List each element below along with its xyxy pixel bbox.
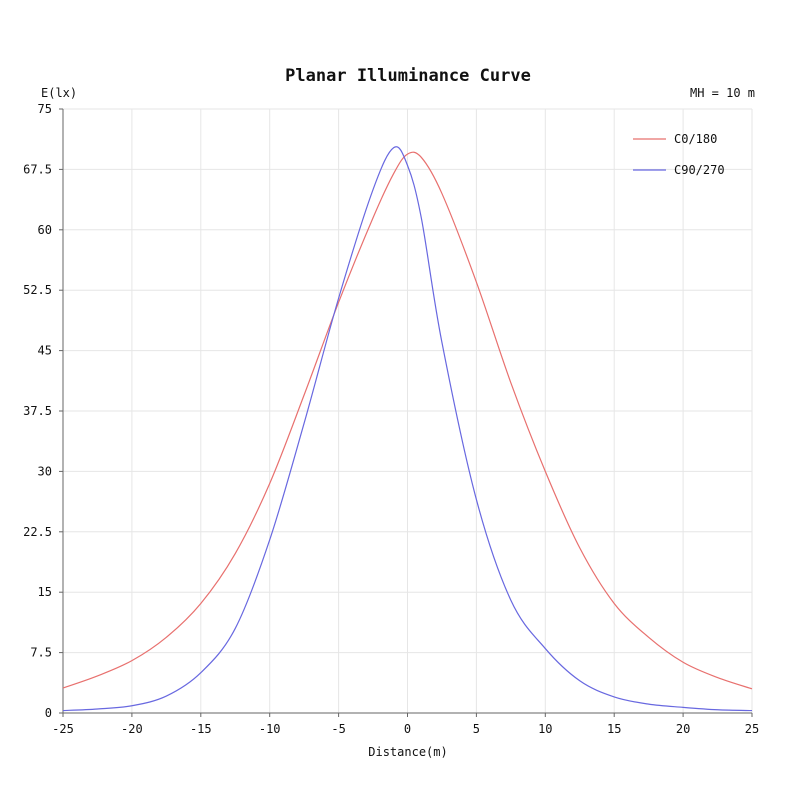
- legend-label-c90-270: C90/270: [674, 163, 725, 177]
- y-tick-label: 52.5: [23, 283, 52, 297]
- x-tick-labels: -25 -20 -15 -10 -5 0 5 10 15 20 25: [52, 722, 759, 736]
- x-tick-label: 15: [607, 722, 621, 736]
- grid-lines: [62, 108, 753, 714]
- y-axis-label: E(lx): [41, 86, 77, 100]
- y-tick-labels: 0 7.5 15 22.5 30 37.5 45 52.5 60 67.5 75: [23, 102, 52, 720]
- series-lines: [62, 146, 753, 712]
- chart-title: Planar Illuminance Curve: [285, 66, 531, 86]
- x-tick-label: 5: [473, 722, 480, 736]
- y-tick-label: 75: [38, 102, 52, 116]
- y-tick-label: 22.5: [23, 525, 52, 539]
- y-tick-label: 37.5: [23, 404, 52, 418]
- y-tick-label: 0: [45, 706, 52, 720]
- y-tick-label: 7.5: [30, 646, 52, 660]
- x-tick-label: -20: [121, 722, 143, 736]
- x-tick-label: 10: [538, 722, 552, 736]
- x-axis-label: Distance(m): [368, 745, 447, 759]
- x-tick-label: -5: [331, 722, 345, 736]
- y-tick-label: 30: [38, 464, 52, 478]
- x-tick-label: -15: [190, 722, 212, 736]
- mounting-height-annotation: MH = 10 m: [690, 86, 755, 100]
- axes: [59, 108, 753, 717]
- series-line-c0-180: [62, 151, 753, 690]
- x-tick-label: 0: [404, 722, 411, 736]
- legend: C0/180 C90/270: [633, 132, 725, 177]
- series-line-c90-270: [62, 146, 753, 712]
- y-tick-label: 67.5: [23, 162, 52, 176]
- x-tick-label: 25: [745, 722, 759, 736]
- y-tick-label: 15: [38, 585, 52, 599]
- x-tick-label: -25: [52, 722, 74, 736]
- x-tick-label: -10: [259, 722, 281, 736]
- legend-label-c0-180: C0/180: [674, 132, 717, 146]
- y-tick-label: 60: [38, 223, 52, 237]
- y-tick-label: 45: [38, 344, 52, 358]
- x-tick-label: 20: [676, 722, 690, 736]
